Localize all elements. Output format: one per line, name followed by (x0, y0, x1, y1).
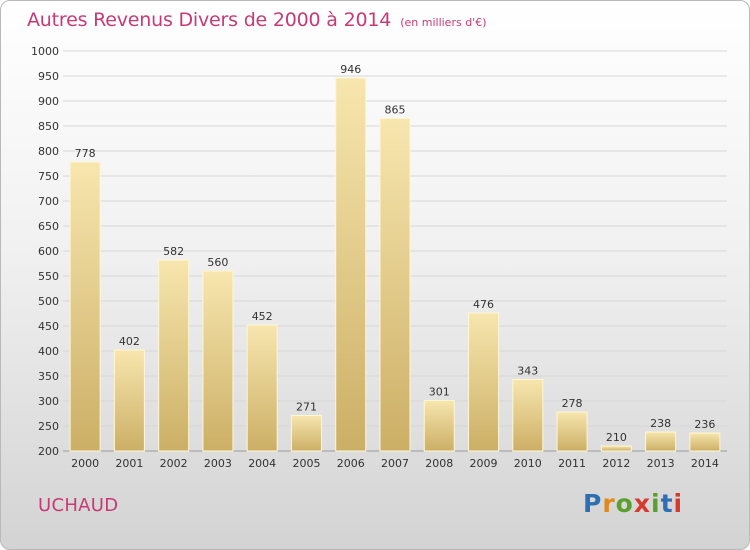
y-axis-ticks: 200 250 300 350 400 450 500 550 600 650 700 750 800 8… (31, 45, 59, 458)
x-tick-label: 2012 (602, 457, 630, 470)
data-label: 560 (207, 256, 228, 269)
y-tick-label: 550 (38, 270, 59, 283)
data-label: 865 (385, 104, 406, 117)
bar (645, 431, 677, 452)
bar (113, 349, 145, 452)
y-tick-label: 200 (38, 445, 59, 458)
bar (689, 432, 721, 452)
y-tick-label: 450 (38, 320, 59, 333)
x-tick-label: 2008 (425, 457, 453, 470)
data-label: 778 (75, 147, 96, 160)
bar (600, 445, 632, 452)
y-tick-label: 300 (38, 395, 59, 408)
bars (69, 77, 721, 452)
bar (468, 312, 500, 452)
logo-letter: o (615, 489, 634, 518)
x-tick-label: 2007 (381, 457, 409, 470)
chart-title: Autres Revenus Divers de 2000 à 2014 (27, 9, 392, 31)
proxiti-logo[interactable]: Proxiti (583, 489, 683, 518)
x-tick-label: 2014 (691, 457, 719, 470)
x-tick-label: 2011 (558, 457, 586, 470)
bar (423, 400, 455, 452)
bar (335, 77, 367, 452)
data-label: 236 (694, 418, 715, 431)
data-label: 476 (473, 298, 494, 311)
y-tick-label: 400 (38, 345, 59, 358)
x-tick-label: 2013 (647, 457, 675, 470)
y-tick-label: 350 (38, 370, 59, 383)
y-tick-label: 700 (38, 195, 59, 208)
y-tick-label: 1000 (31, 45, 59, 58)
x-tick-label: 2006 (337, 457, 365, 470)
logo-letter: i (651, 489, 661, 518)
y-tick-label: 650 (38, 220, 59, 233)
x-tick-label: 2000 (71, 457, 99, 470)
data-label: 238 (650, 417, 671, 430)
logo-letter: x (633, 489, 651, 518)
commune-name: UCHAUD (38, 495, 119, 516)
data-label: 402 (119, 335, 140, 348)
x-tick-label: 2009 (470, 457, 498, 470)
data-label: 582 (163, 245, 184, 258)
x-tick-label: 2001 (115, 457, 143, 470)
y-tick-label: 750 (38, 170, 59, 183)
y-tick-label: 800 (38, 145, 59, 158)
data-label: 452 (252, 310, 273, 323)
logo-letter: t (660, 489, 674, 518)
bar (379, 118, 411, 452)
logo-letter: P (583, 489, 603, 518)
y-tick-label: 850 (38, 120, 59, 133)
bar (69, 161, 101, 452)
bar (246, 324, 278, 452)
chart-subtitle: (en milliers d'€) (400, 16, 487, 29)
data-label: 278 (562, 397, 583, 410)
x-axis-ticks: 2000 2001 2002 2003 2004 2005 2006 2007 2008 2009… (71, 457, 719, 470)
bar (290, 415, 322, 452)
bar (158, 259, 190, 452)
y-tick-label: 900 (38, 95, 59, 108)
data-label: 271 (296, 401, 317, 414)
data-labels: 778 402 582 560 452 271 946 865 301 476 343 278 210 2… (75, 63, 716, 444)
x-tick-label: 2003 (204, 457, 232, 470)
y-tick-label: 250 (38, 420, 59, 433)
logo-letter: i (673, 489, 684, 518)
y-tick-label: 500 (38, 295, 59, 308)
y-tick-label: 950 (38, 70, 59, 83)
title-row: Autres Revenus Divers de 2000 à 2014 (en… (27, 9, 487, 31)
x-tick-label: 2010 (514, 457, 542, 470)
logo-letter: r (602, 489, 616, 518)
bar (202, 270, 234, 452)
data-label: 343 (517, 365, 538, 378)
y-tick-label: 600 (38, 245, 59, 258)
data-label: 210 (606, 431, 627, 444)
x-tick-label: 2002 (160, 457, 188, 470)
x-tick-label: 2005 (292, 457, 320, 470)
bar (512, 379, 544, 452)
data-label: 301 (429, 386, 450, 399)
x-tick-label: 2004 (248, 457, 276, 470)
bar (556, 411, 588, 452)
data-label: 946 (340, 63, 361, 76)
